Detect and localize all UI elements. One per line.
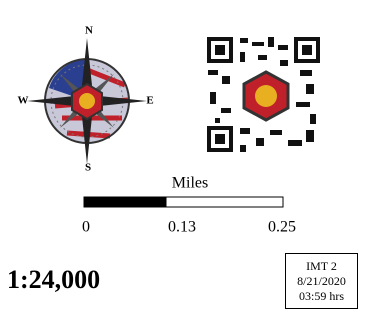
scale-label: 0.13 — [168, 219, 196, 236]
scale-unit: Miles — [172, 175, 208, 192]
compass-south: S — [85, 162, 91, 174]
info-box: IMT 2 8/21/2020 03:59 hrs — [286, 254, 358, 309]
scale-ratio: 1:24,000 — [7, 265, 100, 294]
scale-bar: Miles 0 0.13 0.25 — [82, 175, 296, 236]
date-label: 8/21/2020 — [297, 274, 346, 288]
compass-west: W — [18, 95, 29, 107]
time-label: 03:59 hrs — [299, 289, 344, 303]
compass-east: E — [146, 95, 153, 107]
scale-label: 0.25 — [268, 219, 296, 236]
compass-north: N — [85, 25, 93, 37]
scale-label: 0 — [82, 219, 90, 236]
map-elements: N S E W Miles 0 0.13 0.25 1:24,000 IMT 2… — [0, 0, 366, 319]
qr-code — [207, 37, 320, 152]
compass-rose: N S E W — [18, 25, 154, 174]
team-label: IMT 2 — [306, 259, 337, 273]
